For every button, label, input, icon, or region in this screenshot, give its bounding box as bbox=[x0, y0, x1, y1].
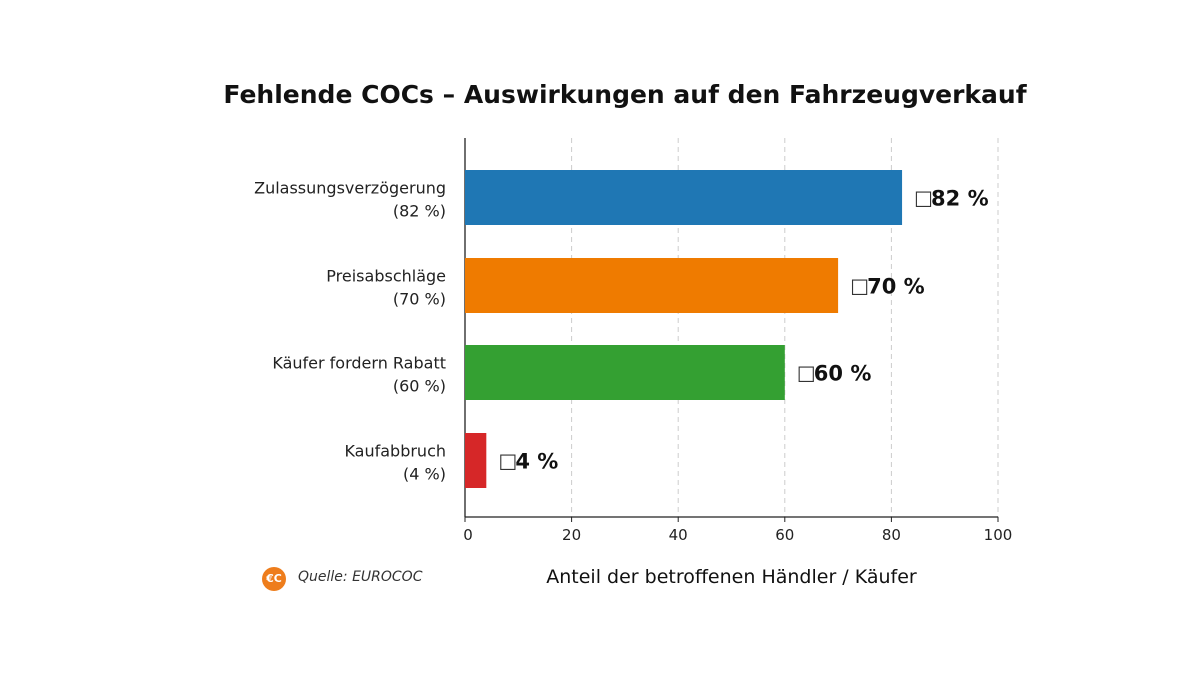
bar bbox=[465, 170, 903, 225]
x-tick-label: 60 bbox=[775, 526, 794, 544]
x-tick-label: 100 bbox=[984, 526, 1013, 544]
bar bbox=[465, 258, 839, 313]
x-tick-label: 20 bbox=[562, 526, 581, 544]
category-sublabel: (70 %) bbox=[393, 290, 446, 309]
bar bbox=[465, 345, 785, 400]
category-label: Preisabschläge bbox=[326, 267, 446, 286]
category-sublabel: (82 %) bbox=[393, 202, 446, 221]
missing-glyph-icon: □ bbox=[850, 274, 869, 298]
x-axis-label: Anteil der betroffenen Händler / Käufer bbox=[546, 566, 917, 588]
category-label: Käufer fordern Rabatt bbox=[272, 354, 446, 373]
missing-glyph-icon: □ bbox=[914, 186, 933, 210]
x-tick-label: 40 bbox=[669, 526, 688, 544]
chart-title: Fehlende COCs – Auswirkungen auf den Fah… bbox=[223, 80, 1027, 109]
category-label: Zulassungsverzögerung bbox=[254, 179, 446, 198]
missing-glyph-icon: □ bbox=[797, 361, 816, 385]
data-label: 70 % bbox=[867, 275, 925, 299]
category-label: Kaufabbruch bbox=[344, 442, 446, 461]
eurococ-logo: €C bbox=[262, 567, 286, 591]
bar bbox=[465, 433, 487, 488]
source-note: Quelle: EUROCOC bbox=[298, 569, 423, 585]
category-sublabel: (4 %) bbox=[403, 465, 446, 484]
data-label: 60 % bbox=[814, 362, 872, 386]
missing-glyph-icon: □ bbox=[498, 449, 517, 473]
data-label: 4 % bbox=[515, 450, 558, 474]
data-label: 82 % bbox=[931, 187, 989, 211]
x-tick-label: 0 bbox=[463, 526, 473, 544]
x-tick-label: 80 bbox=[882, 526, 901, 544]
category-sublabel: (60 %) bbox=[393, 377, 446, 396]
